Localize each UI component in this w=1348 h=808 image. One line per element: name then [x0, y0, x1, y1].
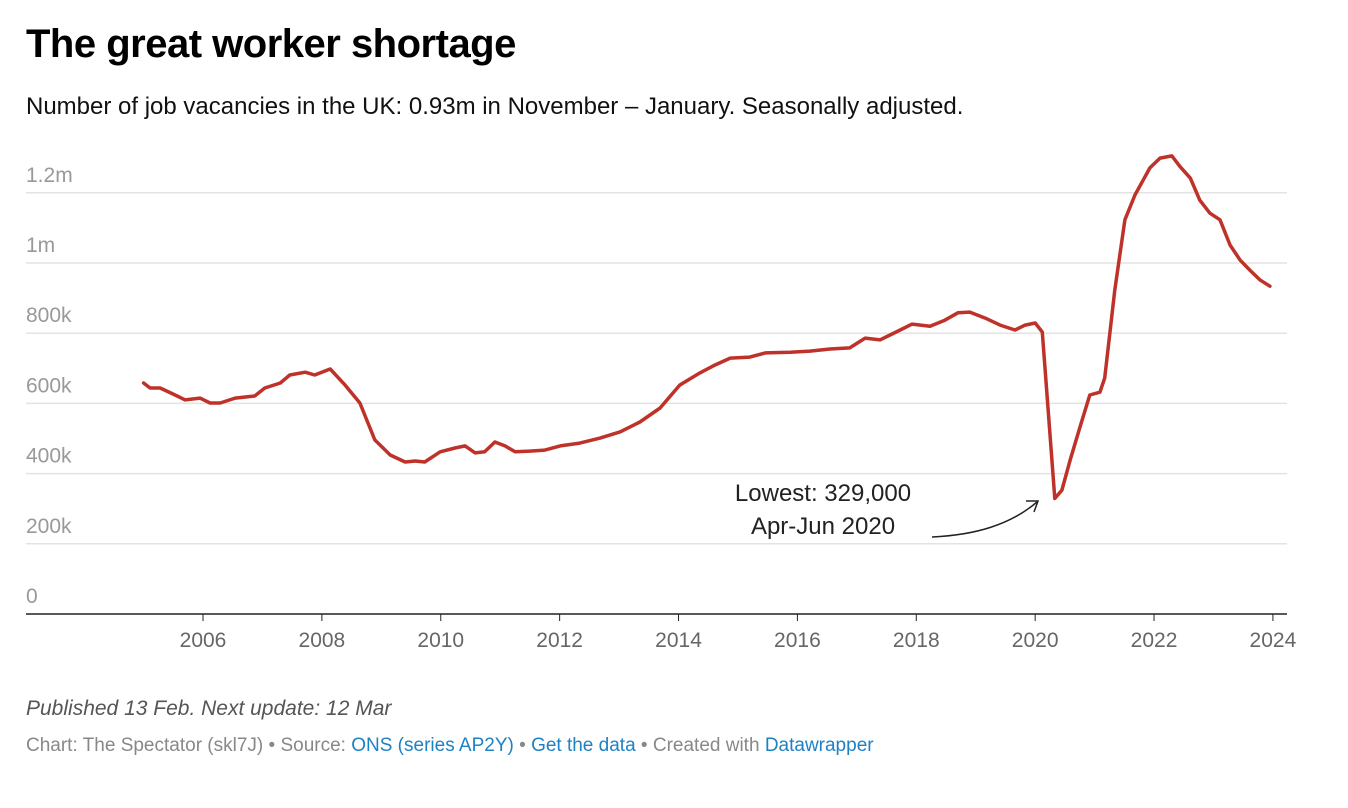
x-tick-label: 2010 [417, 629, 464, 652]
arrow-head-icon [1026, 500, 1040, 513]
y-tick-label: 1m [26, 234, 55, 257]
source-label: Source: [280, 735, 352, 756]
x-tick-label: 2008 [299, 629, 346, 652]
chart-title: The great worker shortage [26, 22, 516, 66]
created-with-label: Created with [652, 735, 765, 756]
x-tick-label: 2024 [1250, 629, 1297, 652]
y-tick-label: 0 [26, 585, 38, 608]
x-tick-label: 2006 [180, 629, 227, 652]
y-tick-label: 400k [26, 445, 72, 468]
chart-subtitle: Number of job vacancies in the UK: 0.93m… [26, 93, 964, 120]
y-tick-label: 800k [26, 304, 72, 327]
chart-credit: Chart: The Spectator (skl7J) [26, 735, 264, 756]
annotation-line2: Apr-Jun 2020 [751, 513, 895, 540]
x-tick-label: 2018 [893, 629, 940, 652]
y-tick-label: 600k [26, 374, 72, 397]
annotation: Lowest: 329,000 Apr-Jun 2020 [735, 480, 1040, 540]
x-tick-label: 2020 [1012, 629, 1059, 652]
vacancies-line [141, 154, 1272, 501]
published-note: Published 13 Feb. Next update: 12 Mar [26, 697, 392, 720]
get-data-link[interactable]: Get the data [531, 735, 636, 756]
separator: • [513, 735, 532, 756]
source-line: Chart: The Spectator (skl7J) • Source: O… [26, 735, 874, 757]
annotation-arrow [931, 501, 1038, 538]
x-tick-label: 2014 [655, 629, 702, 652]
source-link[interactable]: ONS (series AP2Y) [351, 735, 514, 756]
x-tick-label: 2016 [774, 629, 821, 652]
x-tick-label: 2022 [1131, 629, 1178, 652]
y-tick-label: 200k [26, 515, 72, 538]
y-tick-label: 1.2m [26, 164, 73, 187]
separator: • [635, 735, 653, 756]
annotation-line1: Lowest: 329,000 [735, 480, 911, 507]
x-tick-label: 2012 [536, 629, 583, 652]
separator: • [263, 735, 281, 756]
datawrapper-link[interactable]: Datawrapper [764, 735, 874, 756]
